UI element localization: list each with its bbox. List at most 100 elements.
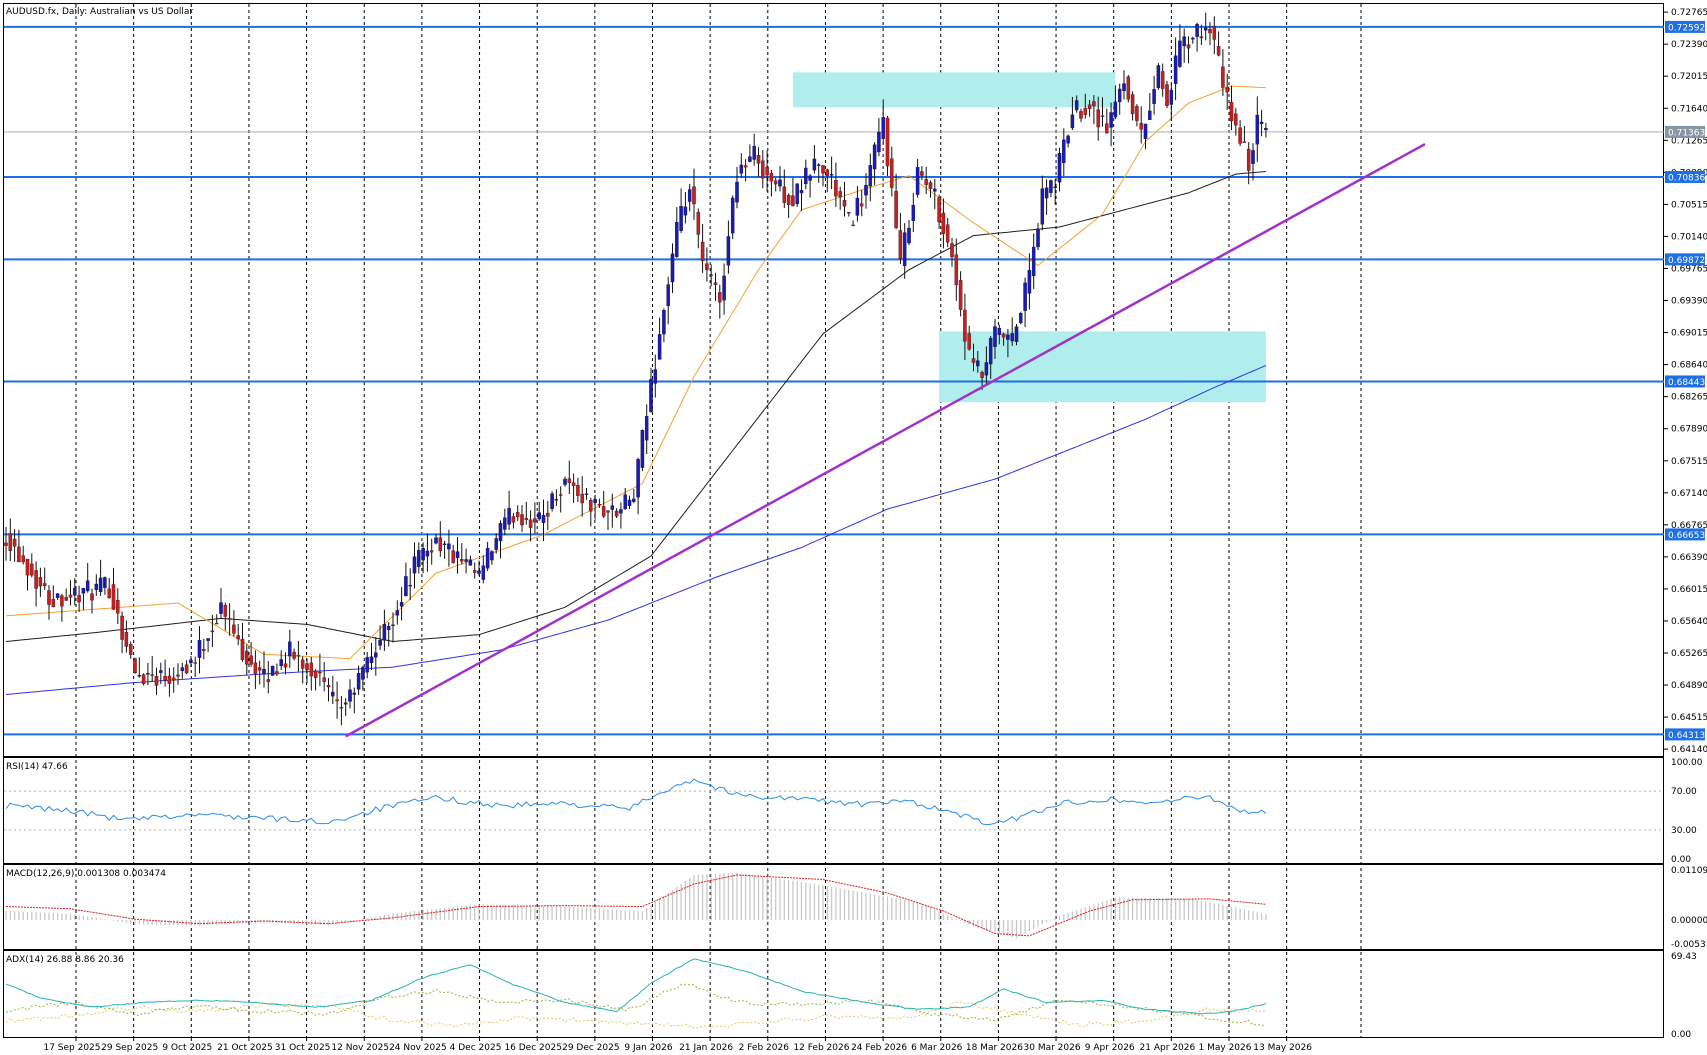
bull-candle [868,165,873,187]
bull-candle [507,508,511,525]
bull-candle [1169,89,1174,105]
bear-candle [184,664,189,674]
bull-candle [485,547,490,569]
bear-candle [30,563,34,576]
bull-candle [378,639,382,646]
macd-indicator: 0.011099 0.000000 -0.005310 [5,866,1707,950]
bear-candle [34,570,38,589]
bull-candle [189,659,193,664]
bear-candle [77,595,81,603]
bull-candle [726,236,731,266]
bull-candle [808,175,812,181]
rsi-indicator: 100.00 70.00 30.00 0.00 [4,758,1703,865]
bull-candle [554,499,559,501]
bear-candle [1229,102,1234,122]
bear-candle [313,670,318,678]
bear-candle [68,594,73,598]
bear-candle [472,570,477,573]
bull-candle [94,583,99,590]
adx-main-line [5,958,1267,1015]
bull-candle [1053,186,1057,189]
bull-candle [503,517,507,530]
bear-candle [266,679,271,683]
bear-candle [589,500,593,512]
time-tick-label: 12 Nov 2025 [331,1043,389,1053]
bull-candle [563,478,567,485]
time-tick-label: 13 May 2026 [1253,1043,1312,1053]
bear-candle [786,194,791,205]
chart-title: AUDUSD.fx, Daily: Australian vs US Dolla… [6,7,193,17]
time-tick-label: 24 Feb 2026 [851,1043,907,1053]
bull-candle [623,494,627,510]
bull-candle [1014,326,1019,342]
level-label: 0.72592 [1668,23,1705,33]
bear-candle [859,203,864,207]
bull-candle [1178,40,1182,67]
bear-candle [765,166,769,176]
bear-candle [791,195,795,207]
price-tick-label: 0.72765 [1671,8,1707,18]
bear-candle [51,599,56,607]
price-tick-label: 0.66765 [1671,521,1707,531]
level-label-box [1665,170,1705,183]
time-tick-label: 16 Dec 2025 [504,1043,562,1053]
time-tick-label: 1 May 2026 [1199,1043,1252,1053]
bull-candle [197,640,202,658]
macd-tick-label: -0.005310 [1671,940,1707,950]
bull-candle [103,577,107,588]
time-tick-label: 9 Apr 2026 [1085,1043,1135,1053]
bear-candle [1212,26,1217,40]
bear-candle [894,191,898,228]
bear-candle [429,550,434,553]
bull-candle [382,624,387,641]
time-tick-label: 18 Mar 2026 [966,1043,1023,1053]
bull-candle [343,702,348,705]
rsi-label: RSI(14) 47.66 [6,762,68,772]
bull-candle [374,652,378,658]
bull-candle [584,493,589,495]
bear-candle [606,510,610,513]
sma100-line [5,171,1266,643]
bear-candle [945,224,950,243]
price-axis: 0.72765 0.72390 0.72015 0.71640 0.71265 0.708… [1664,8,1707,755]
bull-candle [447,543,451,550]
bull-candle [687,189,692,202]
bull-candle [662,310,666,335]
bear-candle [227,618,232,620]
bear-candle [339,707,344,709]
bear-candle [967,333,971,350]
bull-candle [1143,123,1148,140]
bear-candle [335,699,339,702]
bear-candle [124,632,129,647]
bear-candle [309,662,314,677]
price-tick-label: 0.69015 [1671,329,1707,339]
bull-candle [1109,112,1113,128]
bull-candle [1122,83,1126,92]
time-tick-label: 29 Dec 2025 [562,1043,620,1053]
bear-candle [838,191,842,198]
bear-candle [90,593,94,601]
bull-candle [911,204,916,221]
bull-candle [1148,110,1152,120]
bear-candle [558,494,563,496]
bear-candle [21,555,25,563]
bull-candle [855,197,860,216]
bear-candle [60,595,64,607]
bear-candle [971,358,976,363]
bear-candle [171,677,176,681]
bear-candle [1105,123,1109,134]
bear-candle [576,485,580,496]
bear-candle [154,675,159,686]
bull-candle [649,378,653,413]
bull-candle [730,197,735,234]
bull-candle [81,587,86,594]
macd-signal-line [5,874,1266,937]
macd-tick-label: 0.000000 [1671,916,1707,926]
level-label-box [1665,20,1705,33]
time-tick-label: 17 Sep 2025 [43,1043,100,1053]
bear-candle [885,117,890,167]
level-labels: 0.72592 0.70836 0.69872 0.68443 0.66653 0.643… [1665,20,1705,741]
bull-candle [85,580,90,592]
bull-candle [537,512,541,520]
bear-candle [782,186,787,203]
